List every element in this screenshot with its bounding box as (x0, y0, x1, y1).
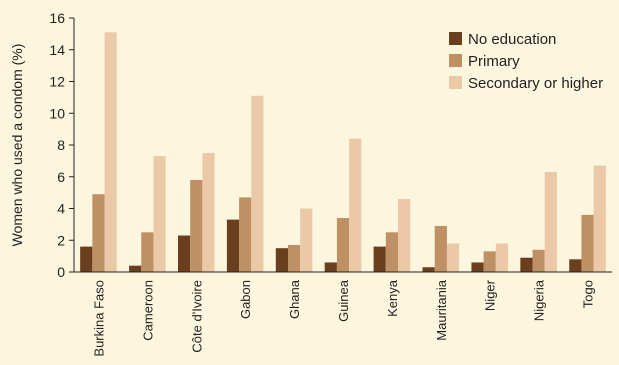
y-axis-title: Women who used a condom (%) (9, 44, 25, 247)
bar-no-education-guinea (324, 262, 337, 272)
bar-primary-c-te-d-ivoire (190, 179, 203, 272)
bar-primary-mauritania (434, 225, 447, 272)
y-tick-label: 0 (57, 264, 65, 280)
x-tick-label: Nigeria (532, 279, 547, 321)
bar-primary-togo (581, 214, 594, 272)
bar-primary-gabon (239, 197, 252, 272)
bar-no-education-gabon (226, 219, 240, 272)
x-labels-group: Burkina Faso Cameroon Côte d'Ivoire Gabon Gh… (91, 279, 595, 356)
legend-swatch (449, 76, 462, 89)
bar-no-education-togo (569, 259, 582, 272)
y-tick-label: 16 (49, 10, 65, 26)
bar-secondary-or-higher-c-te-d-ivoire (202, 152, 215, 272)
bar-primary-kenya (385, 232, 399, 272)
bars-group (80, 32, 606, 272)
legend-label: Primary (468, 53, 520, 70)
x-tick-label: Côte d'Ivoire (189, 280, 204, 353)
x-tick-label: Kenya (385, 279, 400, 317)
bar-primary-niger (483, 251, 496, 272)
x-tick-label: Ghana (287, 279, 302, 319)
bar-no-education-mauritania (422, 267, 435, 272)
bar-no-education-burkina-faso (80, 246, 93, 272)
legend-swatch (449, 54, 462, 67)
x-tick-label: Guinea (336, 279, 351, 322)
bar-secondary-or-higher-niger (495, 243, 509, 272)
bar-secondary-or-higher-ghana (300, 208, 313, 272)
y-ticks-group: 0 2 4 6 8 10 12 14 16 (49, 10, 74, 280)
y-tick-label: 2 (57, 232, 65, 248)
bar-secondary-or-higher-togo (593, 165, 606, 272)
bar-secondary-or-higher-kenya (398, 198, 411, 272)
y-tick-label: 14 (49, 42, 65, 58)
bar-primary-nigeria (532, 249, 545, 272)
bar-secondary-or-higher-guinea (349, 138, 362, 272)
bar-secondary-or-higher-mauritania (446, 243, 460, 272)
y-tick-label: 4 (57, 201, 65, 217)
x-tick-label: Mauritania (434, 279, 449, 340)
bar-no-education-kenya (373, 246, 386, 272)
bar-secondary-or-higher-cameroon (153, 156, 166, 272)
x-tick-label: Gabon (238, 280, 253, 319)
y-tick-label: 10 (49, 105, 65, 121)
bar-no-education-cameroon (129, 265, 142, 272)
bar-primary-burkina-faso (92, 194, 105, 272)
legend: No education Primary Secondary or higher (449, 31, 603, 92)
y-tick-label: 6 (57, 169, 65, 185)
bar-no-education-ghana (275, 248, 288, 272)
bar-primary-guinea (336, 218, 350, 272)
y-tick-label: 12 (49, 74, 65, 90)
x-tick-label: Niger (483, 279, 498, 311)
bar-secondary-or-higher-nigeria (544, 171, 557, 272)
x-tick-label: Burkina Faso (91, 280, 106, 357)
bar-secondary-or-higher-gabon (251, 95, 264, 272)
bar-no-education-niger (471, 262, 484, 272)
legend-label: Secondary or higher (468, 75, 603, 92)
y-tick-label: 8 (57, 137, 65, 153)
legend-label: No education (468, 31, 556, 48)
bar-primary-ghana (287, 245, 301, 272)
x-tick-label: Cameroon (140, 280, 155, 341)
bar-no-education-nigeria (520, 257, 533, 272)
bar-primary-cameroon (141, 232, 154, 272)
x-tick-label: Togo (581, 280, 596, 308)
legend-swatch (449, 32, 462, 45)
bar-no-education-c-te-d-ivoire (177, 235, 191, 272)
bar-secondary-or-higher-burkina-faso (104, 32, 117, 272)
